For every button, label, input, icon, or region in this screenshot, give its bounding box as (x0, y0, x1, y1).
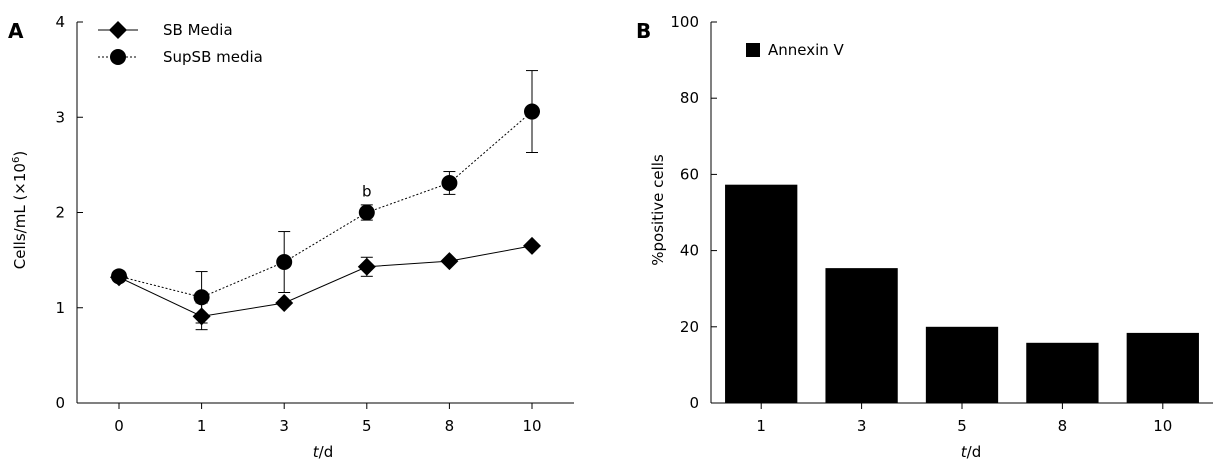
legend-marker-diamond (109, 21, 127, 39)
panel-b-y-tick-label: 20 (680, 318, 699, 336)
panel-a-y-axis-label: Cells/mL (×106) (11, 151, 29, 269)
panel-b-x-tick-label: 8 (1058, 417, 1068, 435)
data-point-circle (441, 174, 458, 191)
bar-8 (1026, 342, 1099, 403)
data-point-circle (193, 289, 210, 306)
panel-b-x-tick-label: 5 (957, 417, 967, 435)
panel-b-y-axis-label: %positive cells (649, 154, 667, 266)
data-point-diamond (440, 252, 459, 271)
bar-10 (1126, 332, 1199, 403)
panel-a-x-axis-label: t/d (313, 443, 333, 461)
legend-label: SB Media (163, 21, 233, 39)
panel-b-x-tick-label: 3 (857, 417, 867, 435)
panel-a-letter: A (8, 19, 24, 43)
panel-b-y-tick-label: 40 (680, 242, 699, 260)
panel-a-y-tick-label: 2 (55, 204, 65, 222)
panel-a-y-tick-label: 1 (55, 299, 65, 317)
panel-b-x-axis-label: t/d (961, 443, 981, 461)
data-point-diamond (523, 236, 541, 255)
panel-b-x-tick-label: 10 (1153, 417, 1172, 435)
bar-5 (925, 326, 999, 403)
panel-b-y-tick-label: 60 (680, 165, 699, 183)
panel-b-y-tick-label: 0 (689, 394, 699, 412)
legend-label: Annexin V (768, 41, 845, 59)
bar-3 (825, 268, 898, 403)
panel-a-x-tick-label: 1 (197, 417, 207, 435)
panel-b-y-tick-label: 100 (670, 13, 699, 31)
data-point-diamond (357, 257, 376, 276)
data-point-circle (524, 103, 540, 120)
panel-b-y-tick-label: 80 (680, 89, 699, 107)
panel-b-x-tick-label: 1 (756, 417, 766, 435)
data-point-circle (276, 254, 293, 271)
panel-b-chart: B %positive cells t/d 0 20 40 60 80 100 1 3 5 8 10… (636, 13, 1213, 461)
panel-b-letter: B (636, 19, 651, 43)
panel-a-y-tick-label: 3 (55, 108, 65, 126)
bar-1 (725, 184, 798, 403)
panel-a-x-tick-label: 3 (279, 417, 289, 435)
series-line-0 (118, 245, 533, 317)
panel-a-chart: A Cells/mL (×106) t/d 0 1 2 3 4 0 1 3 5 8 10 b SB Me… (8, 13, 574, 461)
data-point-circle (358, 204, 375, 221)
panel-a-x-tick-label: 5 (362, 417, 372, 435)
panel-a-x-tick-label: 0 (114, 417, 124, 435)
series-line-1 (118, 111, 533, 298)
data-point-circle (111, 268, 127, 285)
panel-a-x-tick-label: 10 (522, 417, 541, 435)
panel-a-y-tick-label: 4 (55, 13, 65, 31)
panel-a-y-tick-label: 0 (55, 394, 65, 412)
legend-label: SupSB media (163, 48, 263, 66)
significance-annotation: b (362, 183, 372, 201)
legend-swatch (746, 43, 760, 57)
panel-a-x-tick-label: 8 (445, 417, 455, 435)
legend-marker-circle (110, 49, 126, 65)
data-point-diamond (275, 293, 294, 312)
